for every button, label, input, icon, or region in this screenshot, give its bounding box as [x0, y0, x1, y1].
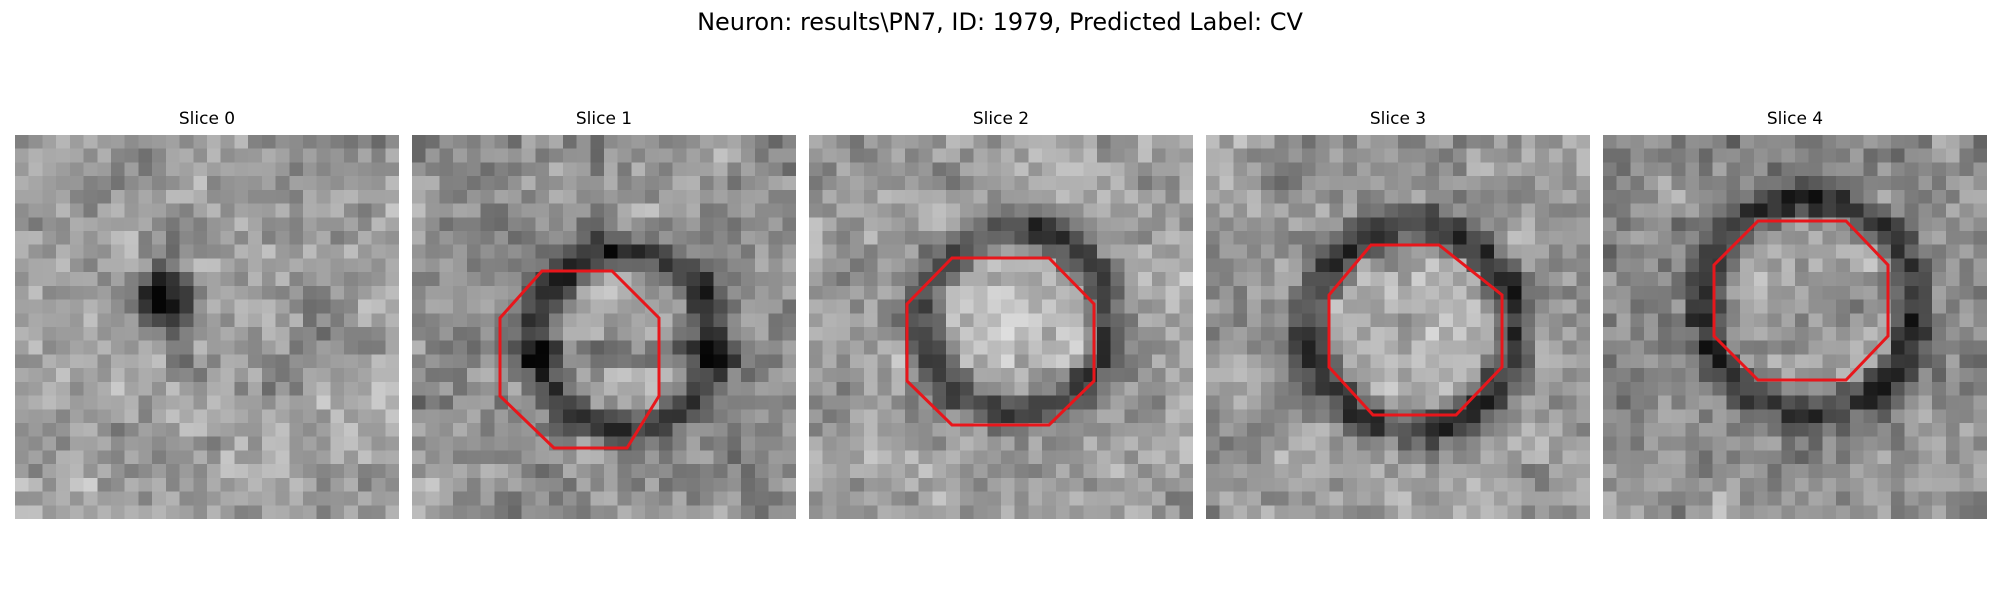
roi-octagon-4: [1712, 219, 1890, 382]
slice-panel-4: Slice 4: [1603, 108, 1987, 519]
roi-outline-2: [905, 256, 1096, 427]
figure-title: Neuron: results\PN7, ID: 1979, Predicted…: [697, 8, 1303, 36]
slice-image-2: [809, 135, 1193, 519]
roi-octagon-1: [498, 269, 661, 450]
slice-title-1: Slice 1: [575, 109, 633, 129]
roi-octagon-3: [1327, 243, 1504, 417]
slice-image-4: [1603, 135, 1987, 519]
slice-panel-2: Slice 2: [809, 108, 1193, 519]
slice-panel-3: Slice 3: [1206, 108, 1590, 519]
roi-outline-3: [1327, 243, 1504, 417]
roi-outline-1: [498, 269, 661, 450]
roi-outline-4: [1712, 219, 1890, 382]
slice-image-1: [412, 135, 796, 519]
slice-title-4: Slice 4: [1766, 109, 1824, 129]
roi-octagon-2: [905, 256, 1096, 427]
slice-title-2: Slice 2: [972, 109, 1030, 129]
slice-title-3: Slice 3: [1369, 109, 1427, 129]
slice-panel-1: Slice 1: [412, 108, 796, 519]
slice-panel-0: Slice 0: [15, 108, 399, 519]
slice-image-3: [1206, 135, 1590, 519]
slice-title-0: Slice 0: [178, 109, 236, 129]
slice-image-0: [15, 135, 399, 519]
